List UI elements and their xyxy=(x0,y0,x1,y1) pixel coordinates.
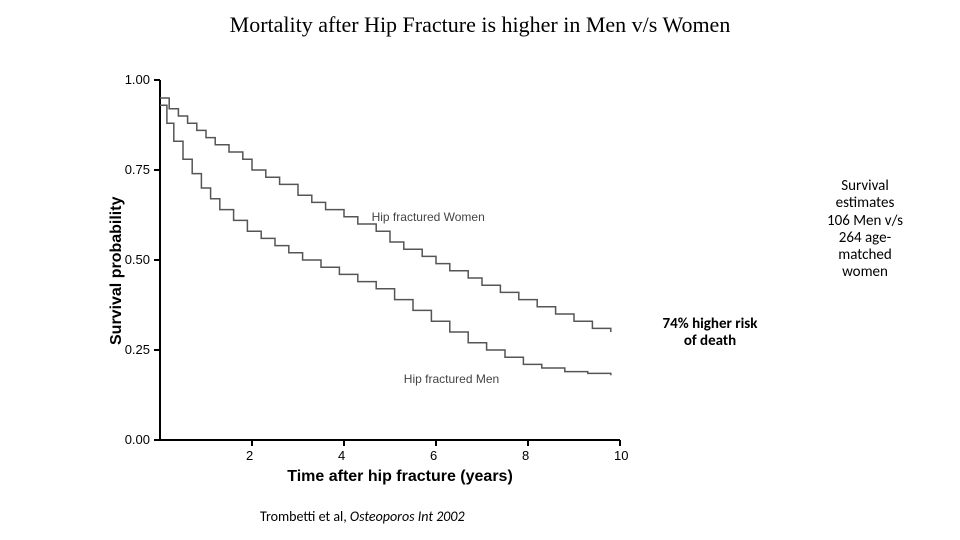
series-label-men-text: Hip fractured Men xyxy=(404,372,499,386)
y-tick-label: 1.00 xyxy=(125,72,150,87)
risk-callout-line1: 74% higher risk xyxy=(663,315,758,333)
side-note-line: women xyxy=(842,263,888,281)
x-tick-label: 8 xyxy=(522,448,529,463)
y-tick-label: 0.00 xyxy=(125,432,150,447)
side-note-line: matched xyxy=(838,246,891,264)
risk-callout-line2: of death xyxy=(684,332,736,350)
series-label-women: Hip fractured Women xyxy=(372,210,485,224)
x-tick-label: 4 xyxy=(338,448,345,463)
x-tick-label: 6 xyxy=(430,448,437,463)
chart-svg xyxy=(120,40,660,480)
slide-title: Mortality after Hip Fracture is higher i… xyxy=(0,12,960,38)
title-text: Mortality after Hip Fracture is higher i… xyxy=(230,12,731,37)
side-note-line: 264 age- xyxy=(839,229,891,247)
x-tick-label: 2 xyxy=(246,448,253,463)
x-tick-label: 10 xyxy=(614,448,628,463)
series-label-men: Hip fractured Men xyxy=(404,372,499,386)
y-tick-label: 0.50 xyxy=(125,252,150,267)
y-axis-label-text: Survival probability xyxy=(108,197,125,345)
x-axis-label-text: Time after hip fracture (years) xyxy=(287,468,513,485)
x-axis-label: Time after hip fracture (years) xyxy=(270,468,530,486)
side-note-line: 106 Men v/s xyxy=(827,212,903,230)
citation-author: Trombetti et al, xyxy=(260,508,350,525)
citation: Trombetti et al, Osteoporos Int 2002 xyxy=(260,508,465,525)
side-note-line: estimates xyxy=(836,194,895,212)
series-label-women-text: Hip fractured Women xyxy=(372,210,485,224)
citation-journal: Osteoporos Int 2002 xyxy=(350,508,465,525)
risk-callout: 74% higher risk of death xyxy=(640,316,780,351)
y-tick-label: 0.25 xyxy=(125,342,150,357)
y-tick-label: 0.75 xyxy=(125,162,150,177)
side-note: Survivalestimates106 Men v/s264 age-matc… xyxy=(800,178,930,282)
y-axis-label: Survival probability xyxy=(108,197,126,345)
slide: Mortality after Hip Fracture is higher i… xyxy=(0,0,960,540)
side-note-line: Survival xyxy=(841,177,889,195)
survival-chart xyxy=(120,40,660,485)
